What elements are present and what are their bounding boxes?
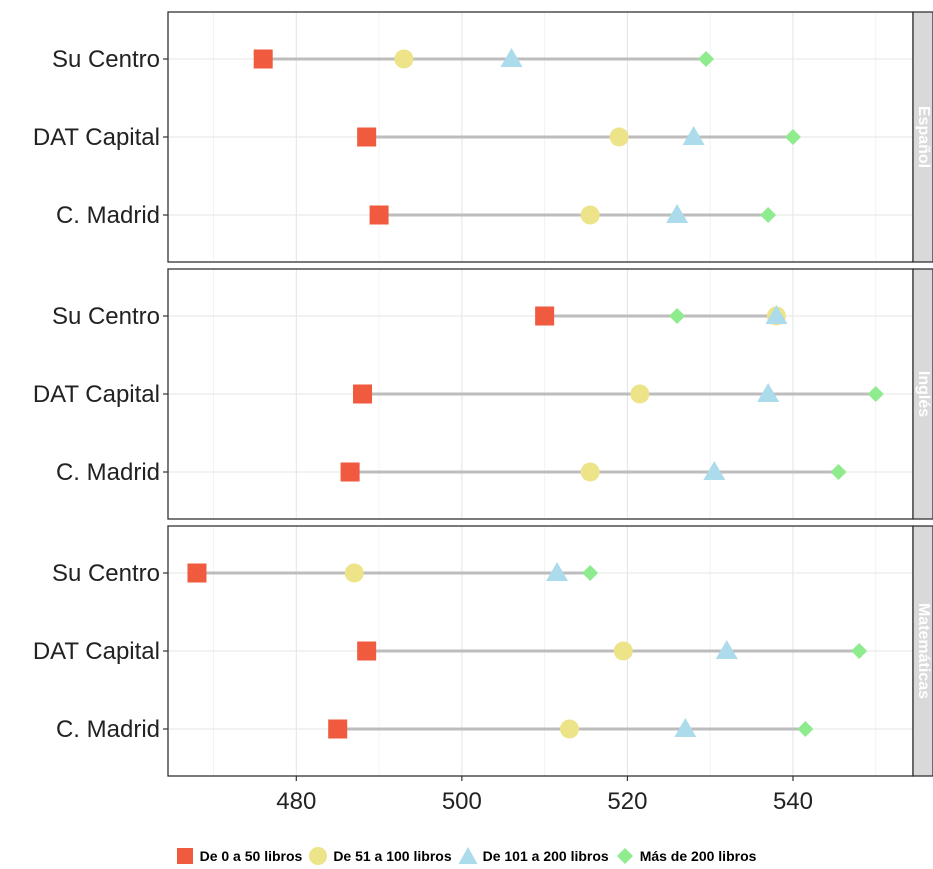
y-tick-label: Su Centro (52, 560, 160, 587)
legend-item-series-2: De 51 a 100 libros (308, 846, 452, 866)
point-triangle (682, 126, 705, 145)
legend-label: De 101 a 200 libros (482, 848, 609, 864)
y-tick-label: DAT Capital (33, 638, 160, 665)
point-circle (580, 205, 600, 225)
point-triangle (757, 383, 780, 402)
point-diamond (669, 308, 686, 324)
x-tick-label: 480 (276, 788, 316, 815)
facet-strip-label: Matemáticas (915, 603, 932, 699)
point-square (357, 641, 377, 661)
facet-strip-label: Español (915, 106, 932, 168)
point-square (328, 719, 348, 739)
point-triangle (715, 640, 738, 659)
legend-key-circle (309, 847, 328, 865)
legend-label: De 0 a 50 libros (199, 848, 303, 864)
point-square (353, 384, 373, 404)
point-diamond (784, 129, 801, 145)
legend-item-series-3: De 101 a 200 libros (458, 846, 609, 866)
facet-strip (912, 525, 933, 777)
legend-key-square (176, 848, 193, 864)
point-square (253, 49, 273, 69)
point-diamond (760, 207, 777, 223)
point-square (340, 462, 360, 482)
x-tick-label: 500 (442, 788, 482, 815)
point-circle (630, 384, 650, 404)
y-tick-label: Su Centro (52, 303, 160, 330)
point-triangle (703, 461, 726, 480)
point-circle (394, 49, 414, 69)
point-square (357, 127, 377, 147)
point-triangle (666, 204, 689, 223)
point-diamond (851, 643, 868, 659)
legend-item-series-4: Más de 200 libros (615, 846, 757, 866)
legend-key-diamond (616, 848, 633, 864)
point-circle (344, 563, 364, 583)
legend-item-series-1: De 0 a 50 libros (175, 846, 303, 866)
legend-label: De 51 a 100 libros (333, 848, 452, 864)
point-square (187, 563, 207, 583)
point-diamond (797, 721, 814, 737)
point-circle (559, 719, 579, 739)
point-triangle (674, 718, 697, 737)
facet-strip (912, 268, 933, 520)
legend-label: Más de 200 libros (639, 848, 757, 864)
y-tick-label: Su Centro (52, 46, 160, 73)
point-circle (580, 462, 600, 482)
legend: De 0 a 50 libros De 51 a 100 libros De 1… (0, 846, 933, 866)
point-triangle (546, 562, 569, 581)
y-tick-label: C. Madrid (56, 459, 160, 486)
y-tick-label: C. Madrid (56, 202, 160, 229)
y-tick-label: DAT Capital (33, 124, 160, 151)
legend-key-triangle (458, 847, 478, 864)
point-square (369, 205, 389, 225)
point-triangle (500, 48, 523, 67)
x-tick-label: 540 (773, 788, 813, 815)
point-triangle (765, 305, 788, 324)
point-circle (609, 127, 629, 147)
point-diamond (830, 464, 847, 480)
point-circle (613, 641, 633, 661)
y-tick-label: DAT Capital (33, 381, 160, 408)
facet-strip-label: Inglés (915, 371, 932, 417)
y-tick-label: C. Madrid (56, 716, 160, 743)
point-diamond (698, 51, 715, 67)
facet-strip (912, 11, 933, 263)
point-diamond (867, 386, 884, 402)
point-square (535, 306, 555, 326)
x-tick-label: 520 (607, 788, 647, 815)
point-diamond (582, 565, 599, 581)
